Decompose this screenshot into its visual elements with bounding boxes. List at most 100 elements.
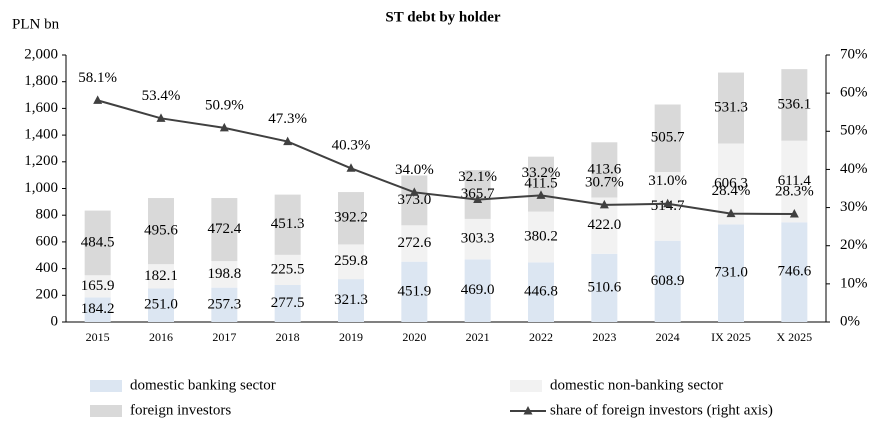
y-tick-label: 2,000 [24,46,58,62]
bar-segment [148,198,174,265]
x-tick-label: 2024 [656,330,680,344]
legend-label: foreign investors [130,402,231,418]
x-tick-label: 2019 [339,330,363,344]
bar-segment [528,211,554,263]
line-marker [346,163,356,172]
y-tick-label: 0 [51,313,59,329]
y-tick-label: 1,600 [24,100,58,116]
y2-tick-label: 70% [840,46,868,62]
bar-segment [84,297,111,322]
x-tick-label: 2020 [402,330,426,344]
share-label: 33.2% [522,165,561,181]
line-marker [726,208,736,218]
bar-segment [401,225,428,262]
y-tick-label: 1,000 [24,180,58,196]
line-marker [219,122,229,132]
share-label: 28.3% [775,183,814,199]
legend-label: share of foreign investors (right axis) [550,402,773,418]
bar-segment [781,140,808,223]
value-label: 303.3 [461,231,495,247]
value-label: 182.1 [144,268,178,284]
line-marker [156,113,166,122]
bar-segment [274,194,301,255]
x-tick-label: 2016 [149,330,173,344]
share-label: 47.3% [268,111,307,127]
value-label: 536.1 [777,96,811,112]
y-tick-label: 1,400 [24,127,58,143]
bar-segment [148,264,174,289]
line-marker [536,190,546,199]
line-marker [473,194,483,204]
y-tick-label: 200 [36,287,59,303]
y2-tick-label: 30% [840,199,868,215]
line-marker [283,136,293,146]
bar-segment [274,254,301,285]
bar-segment [464,170,491,219]
bar-segment [528,156,554,212]
bar-segment [591,142,618,198]
value-label: 225.5 [271,261,305,277]
share-line [97,99,795,216]
value-label: 184.2 [81,301,115,317]
value-label: 380.2 [524,228,558,244]
legend-swatch [510,380,542,392]
value-label: 531.3 [714,99,748,115]
value-label: 746.6 [777,264,811,280]
bar-segment [401,175,428,226]
value-label: 411.5 [524,176,557,192]
y2-tick-label: 50% [840,123,868,139]
value-label: 272.6 [397,235,431,251]
value-label: 472.4 [207,221,241,237]
share-label: 34.0% [395,162,434,178]
bar-segment [464,218,491,260]
value-label: 731.0 [714,265,748,281]
bar-segment [718,72,744,144]
line-marker [409,187,419,196]
bar-segment [338,192,364,245]
value-label: 451.3 [271,216,305,232]
bar-segment [338,279,364,322]
x-tick-label: 2022 [529,330,553,344]
value-label: 510.6 [587,279,621,295]
bar-segment [591,253,618,322]
y-tick-label: 600 [36,233,59,249]
legend-label: domestic banking sector [130,377,276,393]
bar-segment [718,224,744,322]
value-label: 321.3 [334,292,368,308]
value-label: 451.9 [397,283,431,299]
value-label: 611.4 [778,173,812,189]
share-label: 30.7% [585,174,624,190]
bar-segment [84,275,111,298]
value-label: 373.0 [397,192,431,208]
value-label: 495.6 [144,223,178,239]
y2-tick-label: 0% [840,313,860,329]
bar-segment [654,240,681,322]
value-label: 469.0 [461,282,495,298]
bar-segment [211,198,238,262]
legend-swatch [90,405,122,417]
x-tick-label: X 2025 [776,330,812,344]
legend-swatch [90,380,122,392]
value-label: 392.2 [334,210,368,226]
y-tick-label: 400 [36,260,59,276]
x-tick-label: 2017 [212,330,236,344]
bar-segment [211,287,238,322]
bar-segment [654,104,681,172]
value-label: 257.3 [207,296,241,312]
chart-title: ST debt by holder [385,9,501,25]
bar-segment [84,210,111,276]
x-tick-label: 2018 [276,330,300,344]
y-tick-label: 1,800 [24,73,58,89]
value-label: 608.9 [651,273,685,289]
line-marker [93,95,103,104]
value-label: 422.0 [587,217,621,233]
value-label: 413.6 [587,161,621,177]
line-marker [663,198,673,208]
bar-segment [148,288,174,322]
bar-segment [338,244,364,280]
share-label: 40.3% [332,138,371,154]
y2-tick-label: 60% [840,85,868,101]
bar-segment [274,284,301,322]
